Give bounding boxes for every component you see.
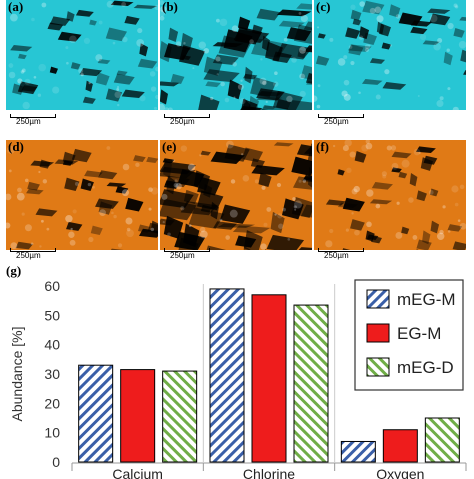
y-axis-label: Abundance [%] xyxy=(9,327,25,422)
orange-map-texture xyxy=(314,140,466,250)
orange-map-texture xyxy=(6,140,158,250)
micrograph-panel-e: (e) 250µm xyxy=(160,139,312,260)
legend-swatch xyxy=(366,357,390,377)
cyan-map-texture xyxy=(6,0,158,110)
panel-label-a: (a) xyxy=(8,0,24,14)
legend-label: mEG-M xyxy=(397,290,456,309)
legend: mEG-M EG-M mEG-D xyxy=(354,279,464,391)
x-tick-label: Calcium xyxy=(112,466,163,479)
bar-EG-M-Chlorine xyxy=(251,294,287,463)
y-tick-label: 10 xyxy=(44,425,60,441)
panel-label-c: (c) xyxy=(316,0,331,14)
y-tick-label: 60 xyxy=(44,278,60,294)
bar-mEG-M-Oxygen xyxy=(340,440,376,463)
panel-label-f: (f) xyxy=(316,139,329,154)
panel-label-d: (d) xyxy=(8,139,24,154)
bar-EG-M-Calcium xyxy=(120,369,156,463)
panel-label-b: (b) xyxy=(162,0,178,14)
abundance-bar-chart: 0 10 20 30 40 50 60 Abundance [%] Calcium Chlorin… xyxy=(9,278,467,479)
micrograph-panel-f: (f) 250µm xyxy=(314,139,466,260)
cyan-map-texture xyxy=(314,0,466,110)
bar-mEG-D-Oxygen xyxy=(424,417,460,463)
y-tick-label: 20 xyxy=(44,395,60,411)
panel-label-g: (g) xyxy=(6,263,22,278)
legend-label: EG-M xyxy=(397,324,441,343)
bar-EG-M-Oxygen xyxy=(382,429,418,463)
y-tick-label: 50 xyxy=(44,307,60,323)
legend-swatch xyxy=(366,289,390,309)
bar-mEG-M-Chlorine xyxy=(209,288,245,463)
legend-swatch xyxy=(366,323,390,343)
panel-label-e: (e) xyxy=(162,139,177,154)
micrograph-panel-b: (b) 250µm xyxy=(160,0,312,126)
y-tick-label: 30 xyxy=(44,366,60,382)
cyan-map-texture xyxy=(160,0,312,110)
x-tick-label: Oxygen xyxy=(376,466,424,479)
y-tick-label: 40 xyxy=(44,337,60,353)
x-tick-label: Chlorine xyxy=(243,466,295,479)
y-tick-label: 0 xyxy=(52,454,60,470)
micrograph-panel-c: (c) 250µm xyxy=(314,0,466,126)
legend-label: mEG-D xyxy=(397,358,454,377)
micrograph-panel-a: (a) 250µm xyxy=(6,0,158,126)
micrograph-panel-d: (d) 250µm xyxy=(6,139,158,260)
bar-mEG-M-Calcium xyxy=(78,364,114,463)
bar-mEG-D-Calcium xyxy=(162,370,198,463)
orange-map-texture xyxy=(160,140,312,250)
bar-mEG-D-Chlorine xyxy=(293,304,329,463)
